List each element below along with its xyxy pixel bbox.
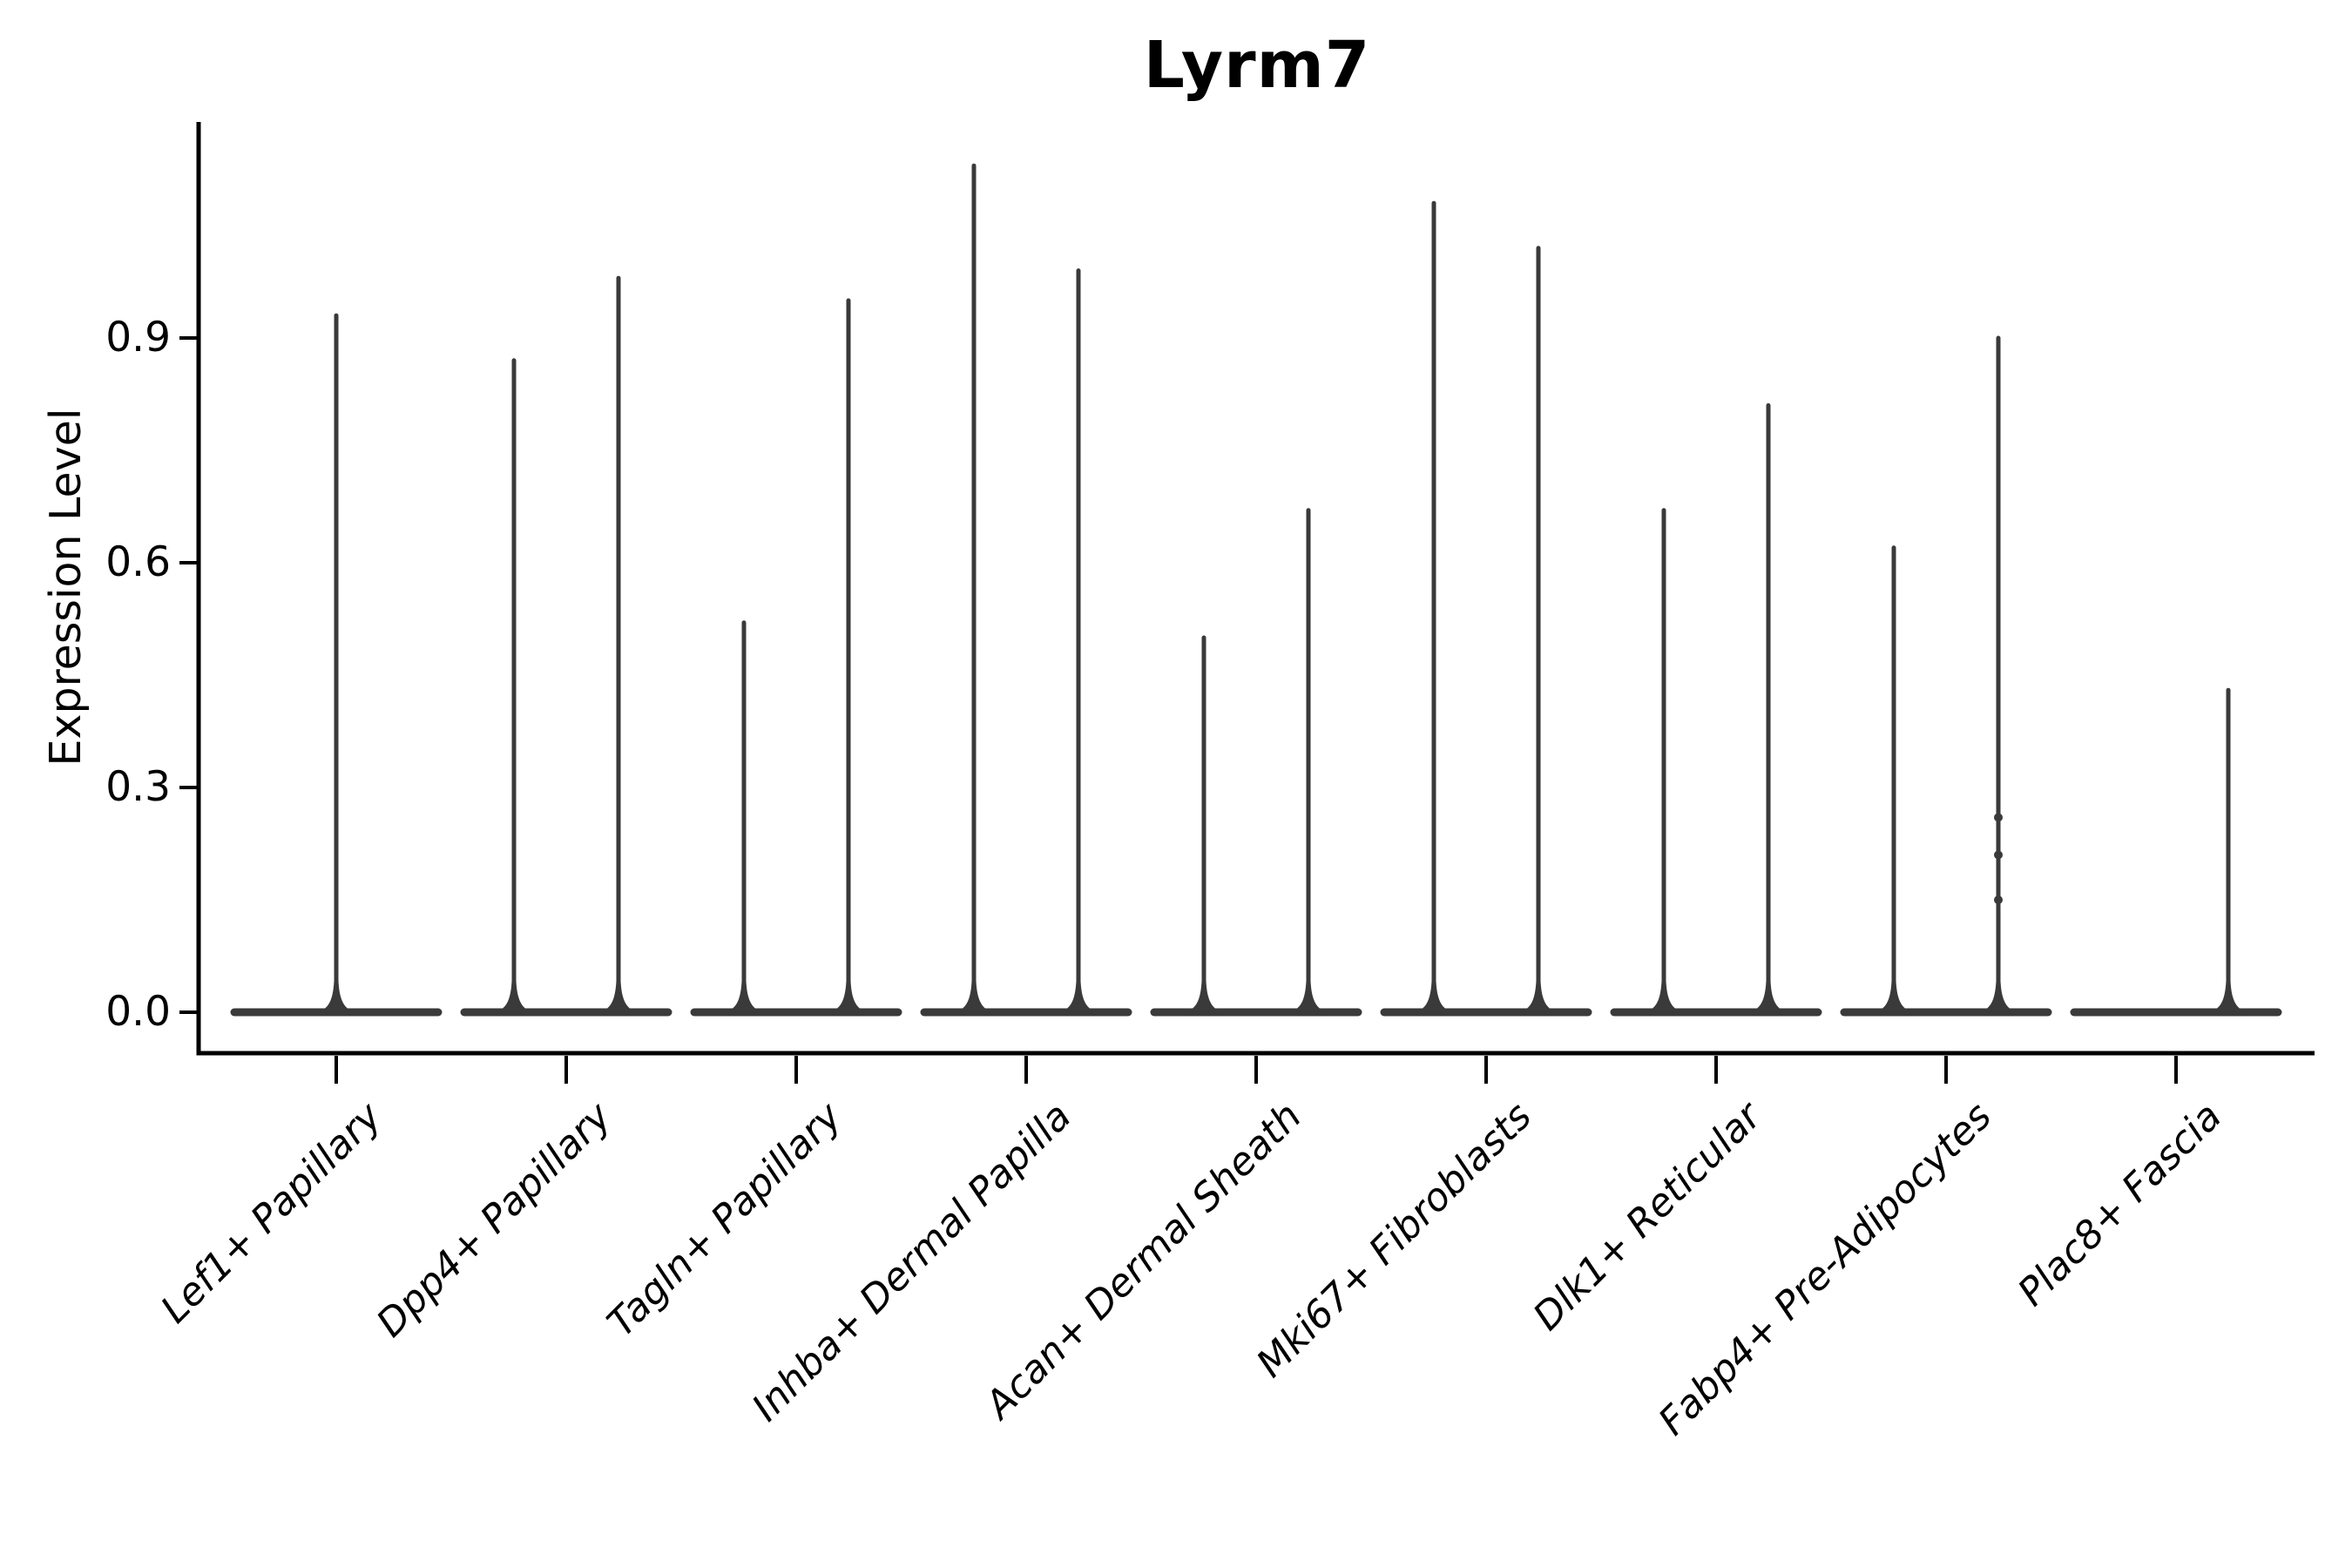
y-tick-label: 0.0 xyxy=(105,988,171,1036)
y-tick-label: 0.3 xyxy=(105,763,171,811)
chart-title: Lyrm7 xyxy=(1143,28,1371,103)
expression-dot xyxy=(1994,896,2003,904)
expression-dot xyxy=(1994,850,2003,860)
y-tick-label: 0.6 xyxy=(105,538,171,586)
expression-dot xyxy=(1994,813,2003,822)
y-tick-label: 0.9 xyxy=(105,314,171,362)
